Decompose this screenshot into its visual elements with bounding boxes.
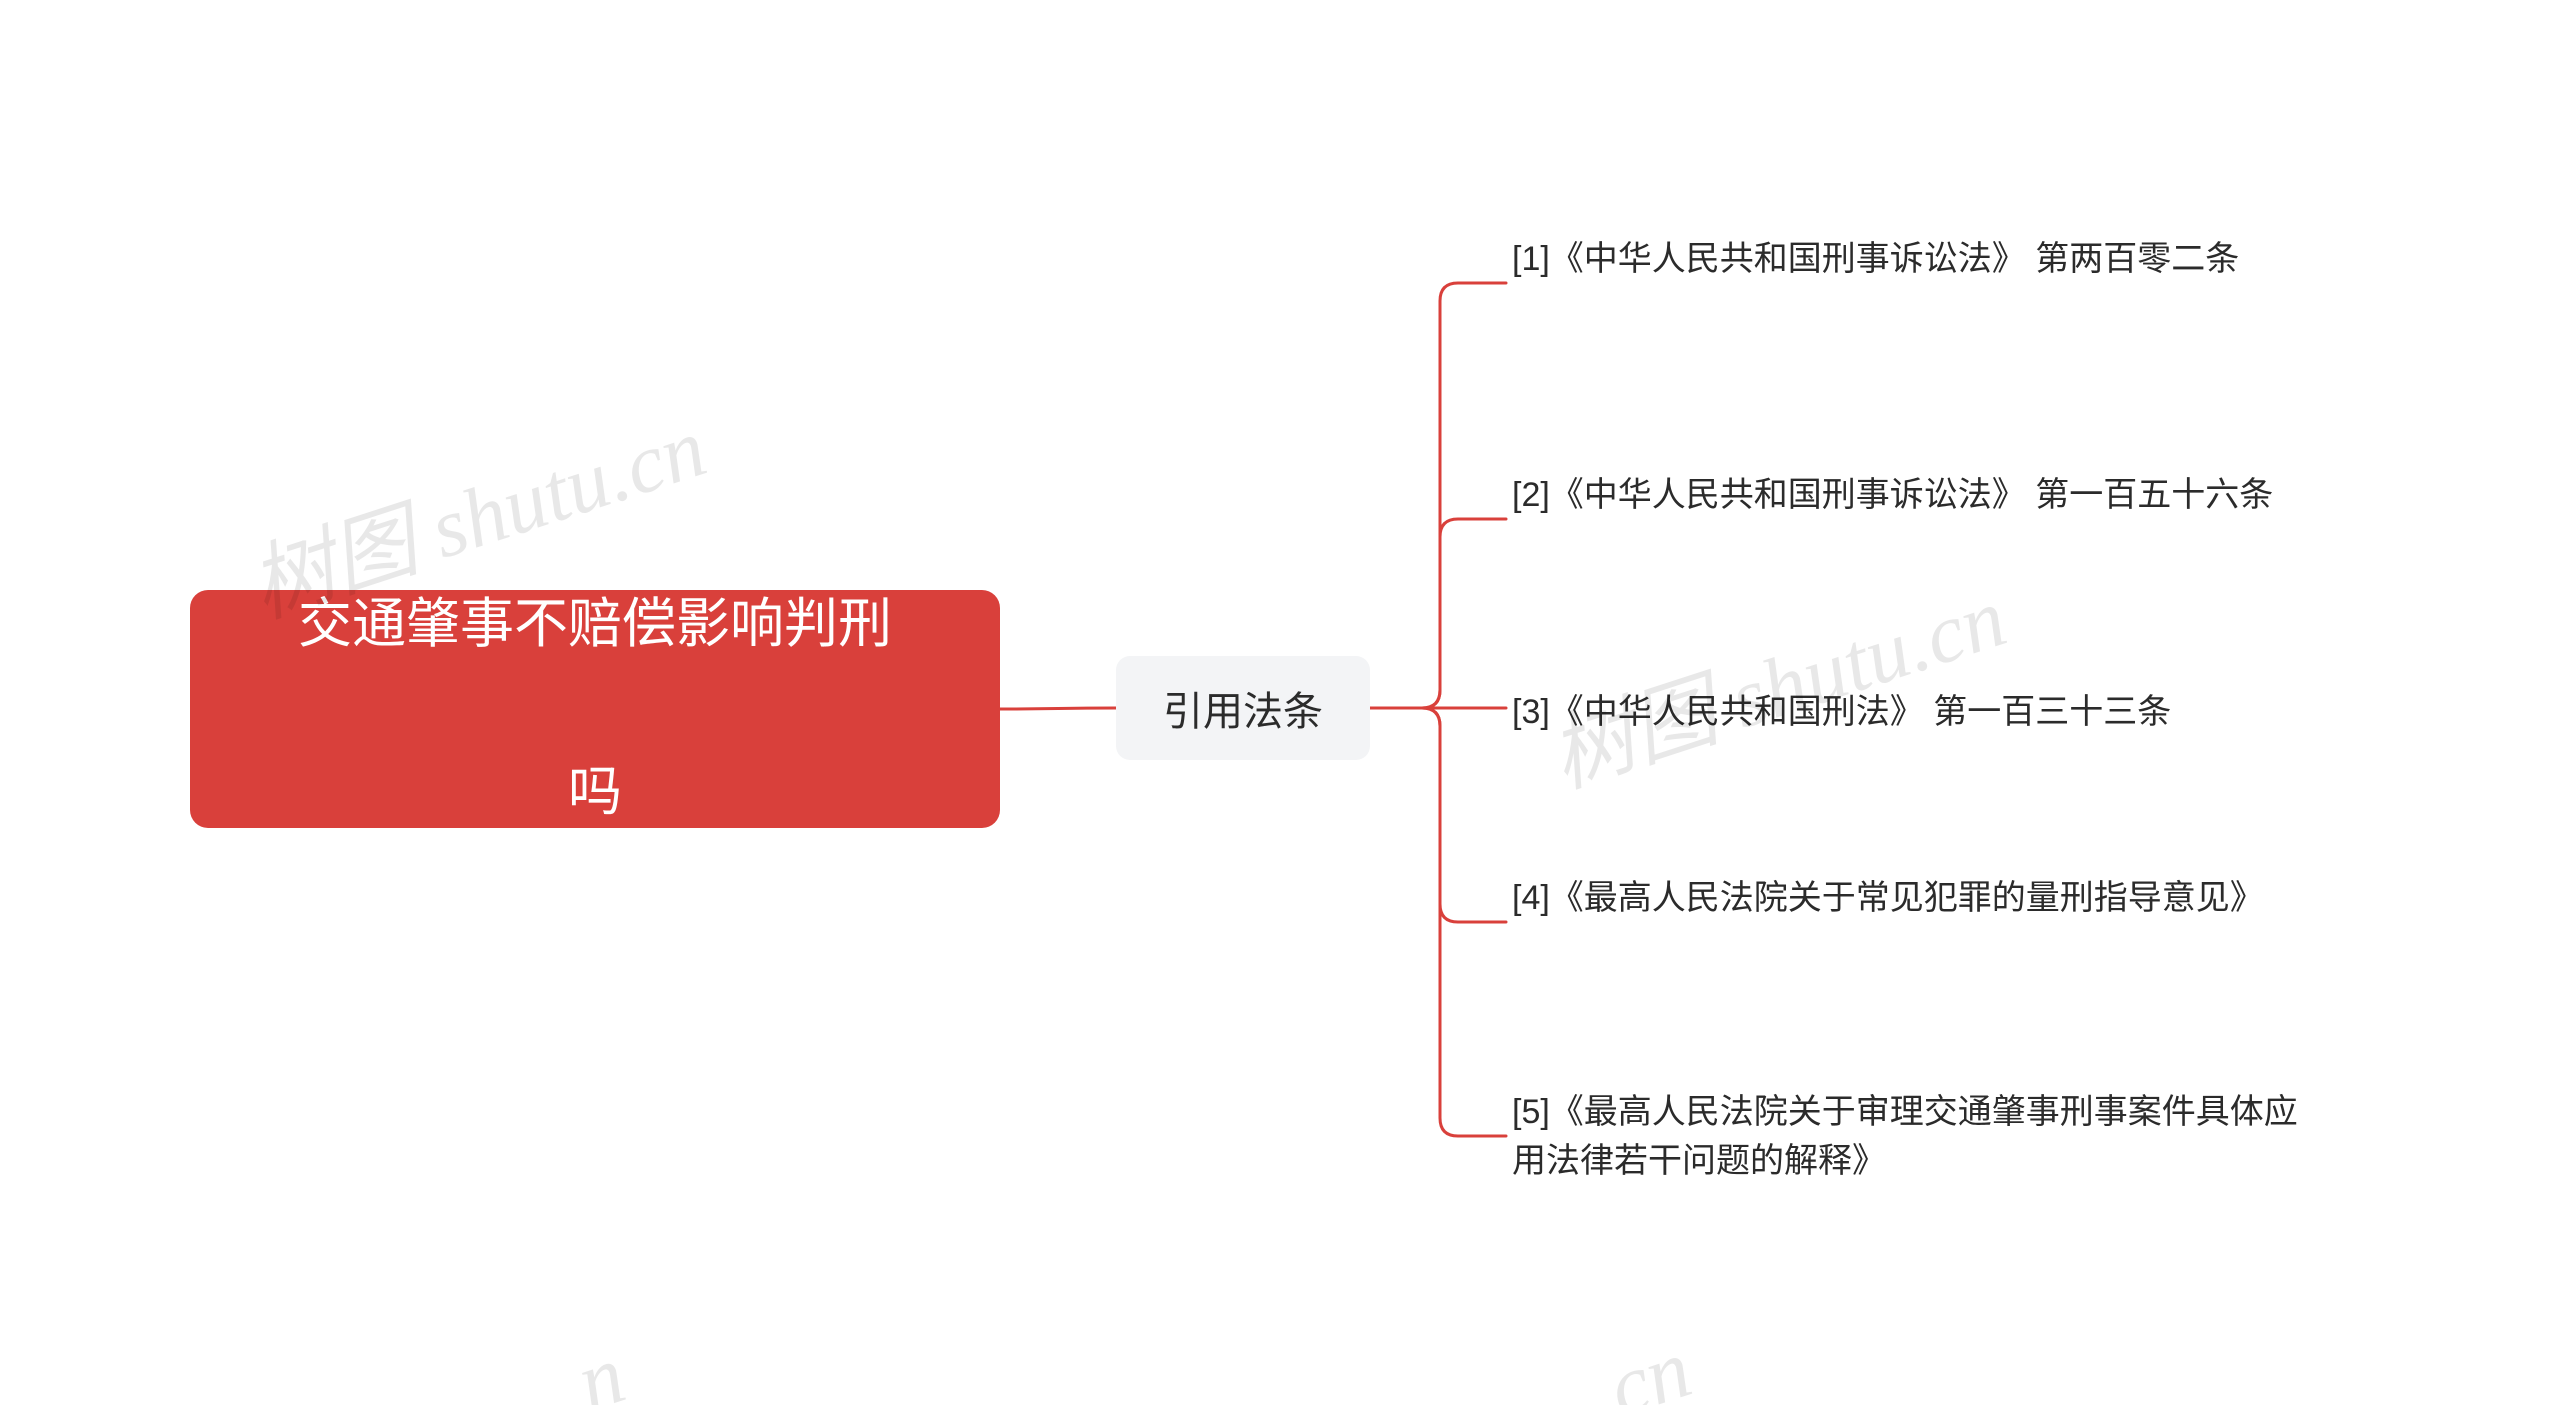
watermark: n [566, 1326, 636, 1405]
mid-node[interactable]: 引用法条 [1116, 656, 1370, 760]
leaf-node-1[interactable]: [2]《中华人民共和国刑事诉讼法》 第一百五十六条 [1512, 471, 2317, 520]
leaf-text: [1]《中华人民共和国刑事诉讼法》 第两百零二条 [1512, 240, 2239, 278]
mid-text: 引用法条 [1163, 679, 1323, 737]
leaf-text: [4]《最高人民法院关于常见犯罪的量刑指导意见》 [1512, 879, 2264, 917]
root-line1: 交通肇事不赔偿影响判刑 [298, 583, 892, 667]
leaf-node-4[interactable]: [5]《最高人民法院关于审理交通肇事刑事案件具体应用法律若干问题的解释》 [1512, 1088, 2317, 1187]
watermark: cn [1597, 1320, 1702, 1405]
leaf-node-0[interactable]: [1]《中华人民共和国刑事诉讼法》 第两百零二条 [1512, 235, 2317, 284]
mindmap-canvas: 交通肇事不赔偿影响判刑 吗 引用法条 [1]《中华人民共和国刑事诉讼法》 第两百… [0, 0, 2560, 1405]
leaf-text: [2]《中华人民共和国刑事诉讼法》 第一百五十六条 [1512, 476, 2273, 514]
watermark: 树图 shutu.cn [1533, 550, 2019, 811]
root-line2: 吗 [568, 751, 622, 835]
leaf-text: [5]《最高人民法院关于审理交通肇事刑事案件具体应用法律若干问题的解释》 [1512, 1093, 2298, 1180]
leaf-node-2[interactable]: [3]《中华人民共和国刑法》 第一百三十三条 [1512, 688, 2317, 737]
leaf-node-3[interactable]: [4]《最高人民法院关于常见犯罪的量刑指导意见》 [1512, 874, 2317, 923]
leaf-text: [3]《中华人民共和国刑法》 第一百三十三条 [1512, 693, 2171, 731]
root-node[interactable]: 交通肇事不赔偿影响判刑 吗 [190, 590, 1000, 828]
